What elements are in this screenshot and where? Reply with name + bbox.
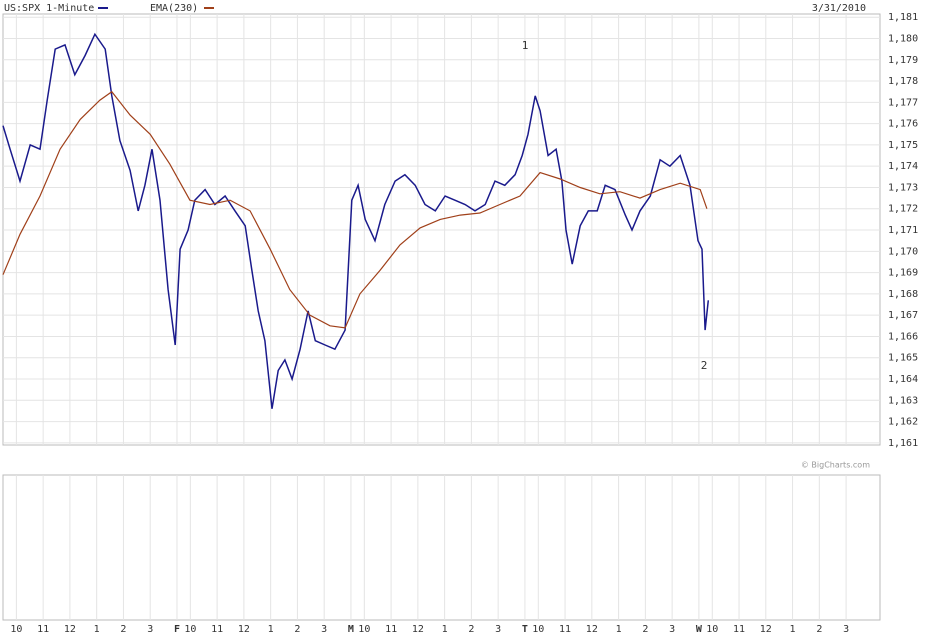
x-tick-label: 10 [706,624,718,635]
annotation: 1 [522,39,529,52]
series-line [2,90,708,329]
x-tick-label: 11 [385,624,397,635]
y-tick-label: 1,175 [888,140,918,151]
x-tick-label: 11 [559,624,571,635]
x-tick-label: 2 [294,624,300,635]
y-tick-label: 1,174 [888,161,918,172]
x-tick-label: 3 [843,624,849,635]
y-tick-label: 1,165 [888,353,918,364]
x-tick-label: 2 [468,624,474,635]
x-tick-label: M [348,624,354,635]
y-tick-label: 1,179 [888,55,918,66]
x-tick-label: 2 [642,624,648,635]
x-tick-label: 1 [616,624,622,635]
x-tick-label: T [522,624,528,635]
x-tick-label: 1 [94,624,100,635]
y-tick-label: 1,169 [888,268,918,279]
y-tick-label: 1,161 [888,438,918,449]
x-tick-label: 3 [495,624,501,635]
y-tick-label: 1,181 [888,12,918,23]
x-tick-label: 10 [358,624,370,635]
x-tick-label: 12 [238,624,250,635]
y-tick-label: 1,176 [888,119,918,130]
x-tick-label: W [696,624,703,635]
y-tick-label: 1,178 [888,76,918,87]
lower-panel [2,474,881,621]
credit: © BigCharts.com [801,461,870,470]
x-tick-label: 1 [442,624,448,635]
series-legend: US:SPX 1-Minute [4,3,94,14]
y-tick-label: 1,163 [888,395,918,406]
series-line [2,32,710,409]
y-tick-label: 1,173 [888,182,918,193]
y-tick-label: 1,168 [888,289,918,300]
chart-date: 3/31/2010 [812,3,866,14]
y-tick-label: 1,162 [888,417,918,428]
x-tick-label: 12 [586,624,598,635]
y-tick-label: 1,171 [888,225,918,236]
x-tick-label: 2 [816,624,822,635]
annotation: 2 [701,359,708,372]
x-tick-label: F [174,624,180,635]
x-tick-label: 12 [64,624,76,635]
y-tick-label: 1,167 [888,310,918,321]
x-tick-label: 1 [268,624,274,635]
plot-background [2,13,881,446]
series-legend: EMA(230) [150,3,198,14]
x-tick-label: 3 [147,624,153,635]
x-tick-label: 11 [733,624,745,635]
x-tick-label: 3 [669,624,675,635]
x-tick-label: 10 [184,624,196,635]
y-tick-label: 1,164 [888,374,918,385]
y-tick-label: 1,180 [888,33,918,44]
x-tick-label: 11 [37,624,49,635]
x-tick-label: 10 [10,624,22,635]
x-tick-label: 12 [412,624,424,635]
y-tick-label: 1,177 [888,97,918,108]
y-tick-label: 1,166 [888,331,918,342]
x-tick-label: 3 [321,624,327,635]
y-tick-label: 1,170 [888,246,918,257]
y-tick-label: 1,172 [888,204,918,215]
x-tick-label: 10 [532,624,544,635]
x-tick-label: 11 [211,624,223,635]
x-tick-label: 12 [760,624,772,635]
x-tick-label: 1 [790,624,796,635]
x-tick-label: 2 [120,624,126,635]
